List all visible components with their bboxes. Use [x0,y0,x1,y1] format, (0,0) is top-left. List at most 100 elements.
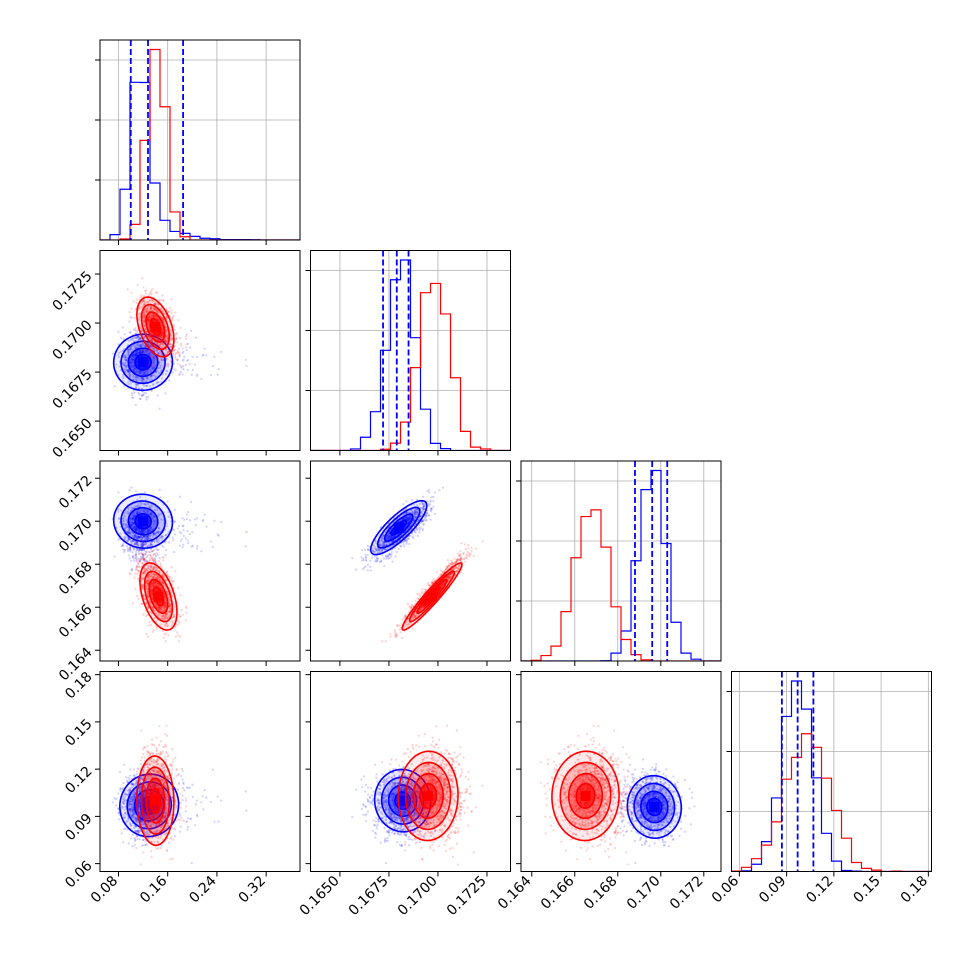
scatter-point [170,360,173,363]
scatter-point [201,520,204,523]
scatter-point [147,353,150,356]
scatter-series-1 [126,277,188,381]
scatter-point [179,495,182,498]
scatter-point [148,621,151,624]
scatter-point [138,313,141,316]
scatter-point [131,551,134,554]
scatter-point [136,577,140,580]
scatter-point [164,640,167,643]
scatter-point [142,286,145,289]
scatter-point [151,361,155,364]
scatter-point [130,291,133,294]
scatter-point [176,350,179,353]
scatter-point [146,370,149,373]
scatter-point [173,356,177,359]
scatter-point [128,375,131,378]
scatter-point [168,575,171,578]
scatter-point [139,371,142,374]
scatter-point [179,363,182,367]
scatter-point [179,336,182,340]
scatter-point [136,547,139,550]
scatter-point [143,372,146,376]
scatter-point [122,377,125,380]
scatter-point [141,352,145,355]
scatter-point [182,368,185,371]
scatter-point [129,361,132,365]
scatter-point [111,352,114,355]
scatter-point [151,364,154,368]
scatter-point [193,518,197,521]
scatter-point [382,557,386,560]
scatter-point [158,366,162,369]
scatter-point [129,330,132,333]
scatter-point [131,354,134,357]
scatter-point [131,368,135,371]
scatter-point [185,513,188,516]
scatter-point [184,335,187,338]
scatter-point [137,383,140,386]
scatter-point [140,548,143,551]
scatter-point [134,336,137,339]
scatter-point [143,371,146,374]
scatter-point [134,351,138,354]
scatter-point [134,376,137,379]
scatter-point [152,356,155,359]
scatter-point [137,340,140,343]
scatter-point [174,569,177,573]
scatter-point [133,336,137,339]
scatter-point [217,534,220,537]
scatter-point [178,615,181,618]
scatter-point [140,394,144,397]
scatter-point [135,353,138,357]
scatter-point [122,373,125,377]
scatter-point [178,544,181,547]
scatter-point [155,344,158,347]
scatter-point [131,394,134,397]
scatter-point [195,374,198,378]
scatter-point [211,365,214,368]
scatter-point [118,365,121,368]
scatter-point [150,374,154,378]
scatter-point [172,362,175,365]
scatter-point [175,337,178,340]
scatter-point [152,355,155,359]
scatter-point [132,359,135,362]
scatter-point [135,371,138,374]
scatter-point [143,334,146,337]
scatter-point [126,381,129,384]
scatter-point [146,376,149,379]
scatter-point [139,370,143,373]
scatter-point [127,351,130,354]
scatter-point [144,290,147,293]
scatter-point [127,353,130,356]
y-tick-label: 0.172 [56,473,96,513]
scatter-point [133,367,136,370]
scatter-point [131,375,134,378]
scatter-point [135,298,138,301]
scatter-point [148,352,151,355]
scatter-point [202,353,205,356]
scatter-point [142,319,145,322]
scatter-point [129,359,133,362]
scatter-point [217,368,220,371]
scatter-point [124,354,127,357]
scatter-point [429,518,432,521]
scatter-point [159,333,163,336]
scatter-point [130,365,133,368]
scatter-point [186,342,190,345]
scatter-point [162,636,165,639]
scatter-point [143,391,146,394]
scatter-point [430,496,433,499]
scatter-point [166,338,169,341]
scatter-point [167,365,170,368]
scatter-point [177,586,180,589]
scatter-point [151,367,155,370]
scatter-point [132,396,135,399]
scatter-point [147,362,150,365]
scatter-point [149,369,152,372]
scatter-point [138,335,141,339]
scatter-point [157,559,160,563]
scatter-point [245,531,248,534]
scatter-point [130,356,133,359]
